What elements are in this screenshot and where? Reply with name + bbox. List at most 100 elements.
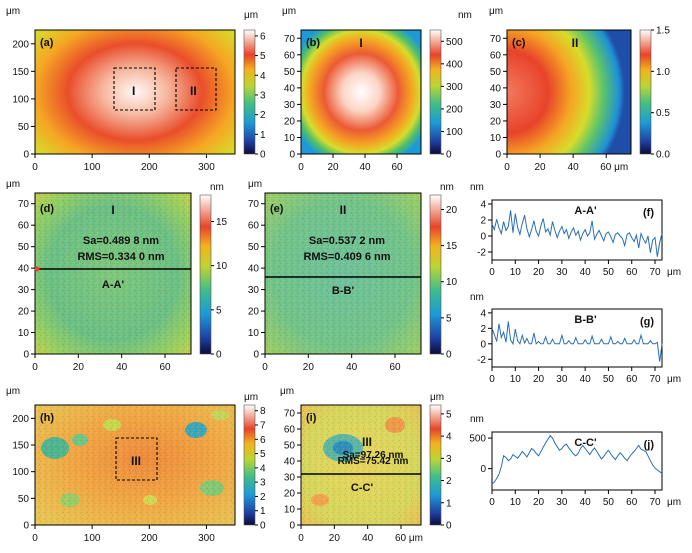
cbar-tick-label-a-3: 3 (260, 90, 266, 101)
cbar-tick-label-e-4: 20 (446, 205, 458, 216)
cbar-tick-label-i-5: 5 (446, 409, 452, 420)
cbar-tick-label-a-0: 0 (260, 150, 266, 161)
profile-xtick-label-f-7: 70 (649, 267, 661, 278)
profile-letter-j: (j) (644, 439, 655, 451)
profile-ytick-label-g-2: 2 (480, 324, 486, 335)
cbar-tick-label-c-0: 0.0 (656, 150, 670, 161)
cbar-tick-label-h-1: 1 (260, 506, 266, 517)
profile-xtick-label-j-7: 70 (649, 497, 661, 508)
region-box-III (115, 437, 158, 481)
y-tick-label-d-5: 50 (18, 242, 30, 253)
profile-xtick-label-j-4: 40 (580, 497, 592, 508)
x-tick-label-d-1: 20 (73, 362, 85, 373)
cbar-tick-label-e-1: 5 (446, 313, 452, 324)
y-tick-label-h-1: 50 (18, 494, 30, 505)
cbar-tick-label-h-5: 5 (260, 449, 266, 460)
stats-sa-d: Sa=0.489 8 nm (83, 235, 159, 247)
cbar-tick-label-h-3: 3 (260, 478, 266, 489)
cbar-unit-h: μm (244, 392, 258, 403)
cbar-unit-i: μm (430, 392, 444, 403)
profile-xtick-label-f-0: 0 (489, 267, 495, 278)
profile-plot-j: nm 0 10 20 30 40 50 60 70 0 500 C-C' (j) (469, 414, 663, 508)
axis-unit-d: μm (6, 179, 20, 190)
profile-xtick-label-g-5: 50 (603, 374, 615, 385)
profile-ytick-label-f-0: -2 (477, 248, 486, 259)
profile-xtick-label-f-3: 30 (556, 267, 568, 278)
y-tick-label-d-1: 10 (18, 328, 30, 339)
profile-xtick-label-g-0: 0 (489, 374, 495, 385)
y-tick-label-c-3: 30 (490, 100, 502, 111)
y-tick-label-a-0: 0 (23, 150, 29, 161)
panel-letter-a: (a) (40, 37, 54, 49)
y-tick-label-h-3: 150 (12, 441, 29, 452)
axis-unit-b: μm (282, 6, 296, 17)
y-tick-label-d-4: 40 (18, 264, 30, 275)
y-tick-label-h-2: 100 (12, 467, 29, 478)
frame-c (506, 29, 632, 155)
y-tick-label-c-1: 10 (490, 133, 502, 144)
profile-frame-j (491, 431, 663, 491)
y-tick-label-b-6: 60 (284, 50, 296, 61)
profile-xtick-label-g-4: 40 (580, 374, 592, 385)
cbar-tick-label-b-4: 400 (446, 59, 463, 70)
cbar-tick-label-e-3: 15 (446, 241, 458, 252)
profile-ytick-label-g-3: 4 (480, 308, 486, 319)
panel-label-i: III (362, 435, 372, 449)
stats-rms-e: RMS=0.409 6 nm (303, 251, 390, 263)
x-tick-label-i-3: 60 μm (395, 533, 423, 544)
colorbar-e (429, 194, 442, 355)
cbar-tick-label-a-1: 1 (260, 130, 266, 141)
profile-xtick-label-j-5: 50 (603, 497, 615, 508)
profile-xunit-j: μm (667, 497, 681, 508)
profile-ytick-label-g-0: -2 (477, 355, 486, 366)
profile-xunit-g: μm (667, 374, 681, 385)
colorbars (199, 29, 652, 526)
frame-d (34, 192, 192, 355)
profile-ytick-label-f-1: 0 (480, 232, 486, 243)
y-tick-label-e-5: 50 (248, 242, 260, 253)
y-tick-label-d-2: 20 (18, 307, 30, 318)
stats-rms-i: RMS=75.42 nm (338, 456, 409, 467)
cbar-tick-label-e-2: 10 (446, 277, 458, 288)
heatmap-i (301, 405, 421, 525)
x-tick-label-c-0: 0 (504, 162, 510, 173)
profile-xtick-label-g-6: 60 (626, 374, 638, 385)
profile-xtick-label-g-3: 30 (556, 374, 568, 385)
region-box-I (113, 67, 156, 111)
cbar-tick-label-c-3: 1.5 (656, 26, 670, 37)
profile-ytick-label-g-1: 0 (480, 339, 486, 350)
cbar-unit-e: nm (440, 182, 454, 193)
x-tick-label-a-1: 100 (84, 162, 101, 173)
x-tick-label-a-2: 200 (141, 162, 158, 173)
cbar-tick-label-d-0: 0 (216, 350, 222, 361)
colorbar-b (429, 29, 442, 155)
stats-rms-d: RMS=0.334 0 nm (77, 251, 164, 263)
x-tick-label-e-3: 60 (389, 362, 401, 373)
y-tick-label-c-5: 50 (490, 67, 502, 78)
profile-ytick-label-j-1: 500 (469, 434, 486, 445)
y-tick-label-b-2: 20 (284, 116, 296, 127)
cbar-tick-label-h-6: 6 (260, 435, 266, 446)
y-tick-label-e-1: 10 (248, 328, 260, 339)
y-tick-label-e-3: 30 (248, 285, 260, 296)
cbar-tick-label-b-5: 500 (446, 37, 463, 48)
cbar-tick-label-a-6: 6 (260, 31, 266, 42)
heatmap-d (35, 193, 191, 354)
profile-xtick-label-f-5: 50 (603, 267, 615, 278)
x-tick-label-h-3: 300 (198, 533, 215, 544)
x-tick-label-d-0: 0 (32, 362, 38, 373)
y-tick-label-e-7: 70 (248, 199, 260, 210)
cbar-tick-label-d-2: 10 (216, 261, 228, 272)
colorbar-h (243, 404, 256, 526)
heatmap-b (301, 30, 421, 154)
profile-title-f: A-A' (574, 205, 597, 217)
frame-a (34, 29, 236, 155)
cbar-tick-label-c-2: 1.0 (656, 67, 670, 78)
profile-xtick-label-f-4: 40 (580, 267, 592, 278)
colorbar-a (243, 29, 256, 155)
x-tick-label-b-2: 40 (359, 162, 371, 173)
profile-yunit-f: nm (470, 182, 484, 193)
profile-xtick-label-f-6: 60 (626, 267, 638, 278)
x-tick-label-a-0: 0 (32, 162, 38, 173)
